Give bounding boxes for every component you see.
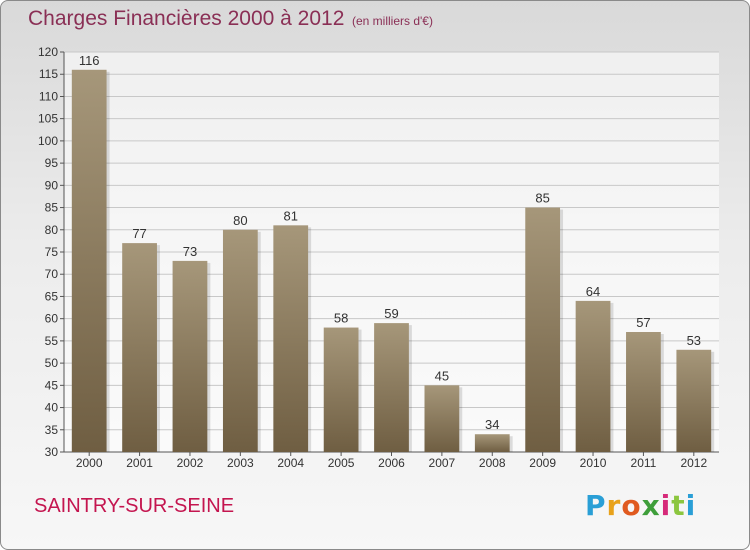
chart-subtitle: (en milliers d'€) bbox=[352, 14, 433, 28]
x-tick-label: 2008 bbox=[479, 456, 506, 470]
chart-title: Charges Financières 2000 à 2012 bbox=[28, 7, 345, 30]
proxiti-logo: Proxiti bbox=[585, 489, 696, 522]
data-label: 59 bbox=[384, 306, 398, 321]
y-tick-label: 120 bbox=[38, 45, 58, 59]
y-tick-label: 35 bbox=[45, 423, 59, 437]
bar bbox=[424, 385, 460, 452]
bar bbox=[273, 225, 309, 452]
y-tick-label: 85 bbox=[45, 201, 59, 215]
y-tick-label: 60 bbox=[45, 312, 59, 326]
logo-letter: t bbox=[671, 489, 686, 522]
logo-letter: P bbox=[585, 489, 607, 522]
bar bbox=[374, 323, 409, 452]
data-label: 81 bbox=[283, 208, 297, 223]
x-tick-label: 2009 bbox=[529, 456, 556, 470]
y-tick-label: 70 bbox=[45, 267, 59, 281]
y-tick-label: 30 bbox=[45, 445, 59, 459]
x-tick-label: 2000 bbox=[76, 456, 103, 470]
bar bbox=[525, 207, 561, 452]
x-tick-label: 2003 bbox=[227, 456, 254, 470]
x-tick-label: 2011 bbox=[631, 456, 657, 470]
x-tick-label: 2002 bbox=[177, 456, 204, 470]
bar bbox=[676, 349, 712, 452]
logo-letter: i bbox=[685, 489, 697, 522]
y-tick-label: 110 bbox=[39, 89, 58, 103]
y-tick-label: 105 bbox=[38, 112, 58, 126]
data-label: 58 bbox=[334, 311, 348, 326]
data-label: 73 bbox=[183, 244, 197, 259]
y-tick-label: 115 bbox=[39, 67, 58, 81]
data-label: 80 bbox=[233, 213, 247, 228]
y-tick-label: 65 bbox=[45, 289, 59, 303]
logo-letter: i bbox=[660, 489, 672, 522]
x-tick-label: 2001 bbox=[126, 456, 153, 470]
bar bbox=[222, 229, 258, 452]
x-tick-label: 2005 bbox=[328, 456, 355, 470]
logo-letter: x bbox=[641, 489, 661, 522]
y-tick-label: 95 bbox=[45, 156, 59, 170]
data-label: 85 bbox=[535, 191, 549, 206]
data-label: 34 bbox=[485, 417, 499, 432]
bar bbox=[172, 260, 208, 452]
bar bbox=[474, 434, 510, 452]
data-label: 116 bbox=[79, 53, 100, 68]
bar bbox=[323, 327, 359, 452]
y-tick-label: 80 bbox=[45, 223, 59, 237]
x-tick-label: 2007 bbox=[429, 456, 456, 470]
data-label: 64 bbox=[586, 284, 600, 299]
y-tick-label: 75 bbox=[45, 245, 59, 259]
y-tick-label: 90 bbox=[45, 178, 59, 192]
bar bbox=[575, 300, 611, 452]
y-tick-label: 50 bbox=[45, 356, 59, 370]
logo-letter: o bbox=[621, 489, 642, 522]
bar bbox=[71, 69, 107, 453]
x-tick-label: 2006 bbox=[378, 456, 405, 470]
y-tick-label: 55 bbox=[45, 334, 59, 348]
y-tick-label: 45 bbox=[45, 378, 59, 392]
y-tick-label: 40 bbox=[45, 401, 59, 415]
data-label: 57 bbox=[636, 315, 650, 330]
bar bbox=[122, 243, 157, 452]
data-label: 53 bbox=[687, 333, 701, 348]
logo-letter: r bbox=[606, 489, 622, 522]
x-tick-label: 2012 bbox=[680, 456, 707, 470]
data-label: 45 bbox=[435, 368, 449, 383]
x-tick-label: 2004 bbox=[277, 456, 304, 470]
y-tick-label: 100 bbox=[38, 134, 58, 148]
commune-name: SAINTRY-SUR-SEINE bbox=[34, 495, 235, 517]
data-label: 77 bbox=[132, 226, 146, 241]
bar bbox=[626, 332, 661, 452]
x-tick-label: 2010 bbox=[580, 456, 607, 470]
